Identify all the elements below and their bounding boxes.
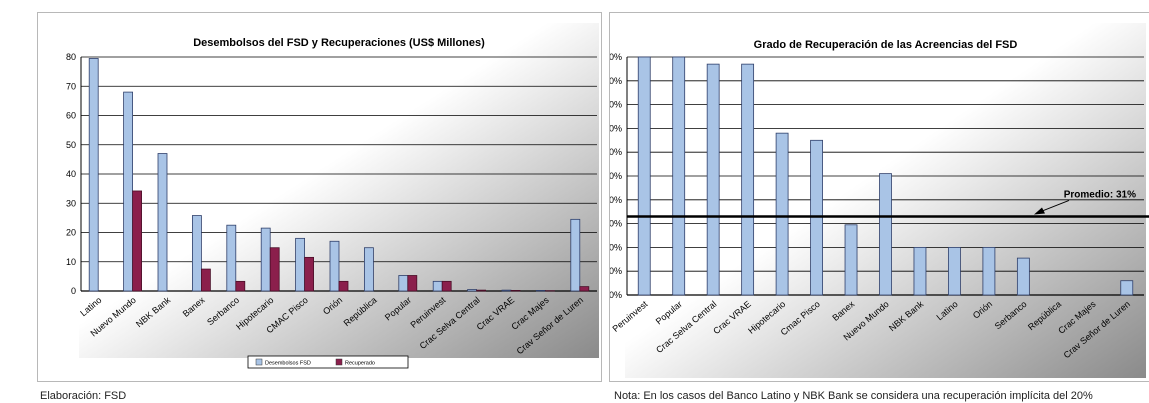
chart-title: Desembolsos del FSD y Recuperaciones (US… [193,37,485,49]
y-tick-label: 0% [610,290,622,300]
y-tick-label: 0 [71,286,76,296]
y-tick-label: 80% [610,100,622,110]
bar-primary-0 [88,58,99,292]
y-tick-label: 70% [610,123,622,133]
legend-label-0: Desembolsos FSD [265,361,311,367]
y-tick-label: 70 [66,81,76,91]
y-tick-label: 10% [610,266,622,276]
bar-primary-3 [741,63,755,296]
bar-primary-0 [637,56,651,296]
legend-swatch-0 [255,358,263,366]
y-tick-label: 20 [66,228,76,238]
y-tick-label: 60% [610,147,622,157]
bar-primary-10 [982,246,996,296]
chart-title: Grado de Recuperación de las Acreencias … [754,39,1018,51]
y-tick-label: 80 [66,52,76,62]
bar-primary-5 [260,227,271,292]
bar-primary-2 [157,153,168,292]
bar-recuperado-9 [407,275,418,292]
bar-primary-8 [363,247,374,292]
bar-recuperado-10 [441,280,452,292]
bar-primary-1 [123,91,133,292]
bar-recuperado-11 [476,289,487,292]
bar-primary-14 [570,218,581,292]
recuperacion-chart: 0%10%20%30%40%50%60%70%80%90%100%Peruinv… [610,23,1149,378]
legend-label-1: Recuperado [345,361,375,367]
y-tick-label: 60 [66,111,76,121]
average-label: Promedio: 31% [1064,189,1136,200]
bar-recuperado-4 [235,280,246,292]
y-tick-label: 40% [610,195,622,205]
bar-recuperado-6 [304,256,315,292]
bar-primary-9 [398,275,409,292]
bar-primary-10 [432,280,443,292]
chart-panel-recuperacion: 0%10%20%30%40%50%60%70%80%90%100%Peruinv… [609,12,1149,382]
bar-primary-7 [879,173,892,296]
y-tick-label: 50 [66,140,76,150]
bar-primary-1 [672,56,686,296]
bar-recuperado-12 [510,290,521,292]
bar-primary-4 [775,132,789,296]
bar-recuperado-3 [200,268,211,292]
bar-primary-11 [467,289,478,292]
bar-primary-11 [1016,257,1030,296]
chart-panel-desembolsos: 0 10 20 30 40 50 60 70 80 Latino Nuevo Mundo NBK Ba… [37,12,602,382]
bar-primary-8 [913,246,927,296]
y-tick-label: 10 [66,257,76,267]
bar-primary-7 [329,240,340,292]
bar-primary-2 [706,63,720,296]
y-tick-label: 40 [66,169,76,179]
y-tick-label: 20% [610,242,622,252]
bar-primary-14 [1120,280,1134,296]
bar-recuperado-14 [579,286,590,292]
legend-box [247,355,409,369]
y-tick-label: 100% [610,52,622,62]
average-arrowhead [1034,207,1045,215]
bar-recuperado-7 [338,280,349,292]
footnote: Nota: En los casos del Banco Latino y NB… [614,390,1093,402]
source-note: Elaboración: FSD [40,390,127,402]
bar-recuperado-1 [132,190,142,292]
bar-primary-3 [191,215,202,292]
bar-primary-6 [844,224,858,296]
y-tick-label: 90% [610,76,622,86]
y-tick-label: 30% [610,219,622,229]
bar-primary-12 [501,289,512,292]
y-tick-label: 30 [66,198,76,208]
bar-recuperado-5 [269,247,280,292]
bar-primary-4 [226,224,237,292]
bar-primary-13 [535,290,546,292]
bar-primary-9 [948,246,961,296]
y-tick-label: 50% [610,171,622,181]
bar-primary-6 [295,237,306,292]
legend-swatch-1 [335,358,343,366]
